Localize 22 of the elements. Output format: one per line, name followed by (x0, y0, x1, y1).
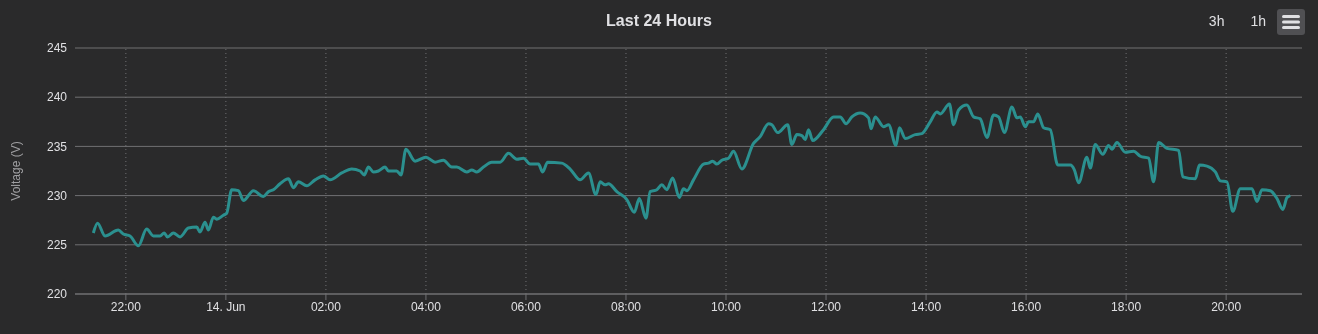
x-tick-label: 20:00 (1211, 299, 1242, 314)
text: 3h (1208, 13, 1225, 29)
x-tick-label: 16:00 (1011, 299, 1042, 314)
y-tick-label: 240 (46, 90, 68, 105)
x-tick-label: 14:00 (911, 299, 942, 314)
y-axis-title: Voltage (V) (9, 141, 24, 201)
chart-title: Last 24 Hours (606, 12, 712, 29)
x-tick-label: 18:00 (1111, 299, 1142, 314)
x-tick-label: 14. Jun (206, 299, 246, 314)
x-tick-label: 04:00 (410, 299, 442, 314)
x-tick-label: 08:00 (610, 299, 642, 314)
x-tick-label: 12:00 (811, 299, 842, 314)
y-tick-label: 225 (46, 238, 68, 253)
x-tick-label: 06:00 (510, 299, 542, 314)
x-tick-label: 22:00 (110, 299, 142, 314)
x-tick-label: 10:00 (710, 299, 742, 314)
y-tick-label: 235 (46, 139, 68, 154)
x-tick-label: 02:00 (310, 299, 342, 314)
text: 1h (1250, 13, 1266, 29)
y-tick-label: 245 (46, 41, 68, 56)
y-tick-label: 230 (46, 188, 68, 203)
y-tick-label: 220 (46, 287, 68, 302)
